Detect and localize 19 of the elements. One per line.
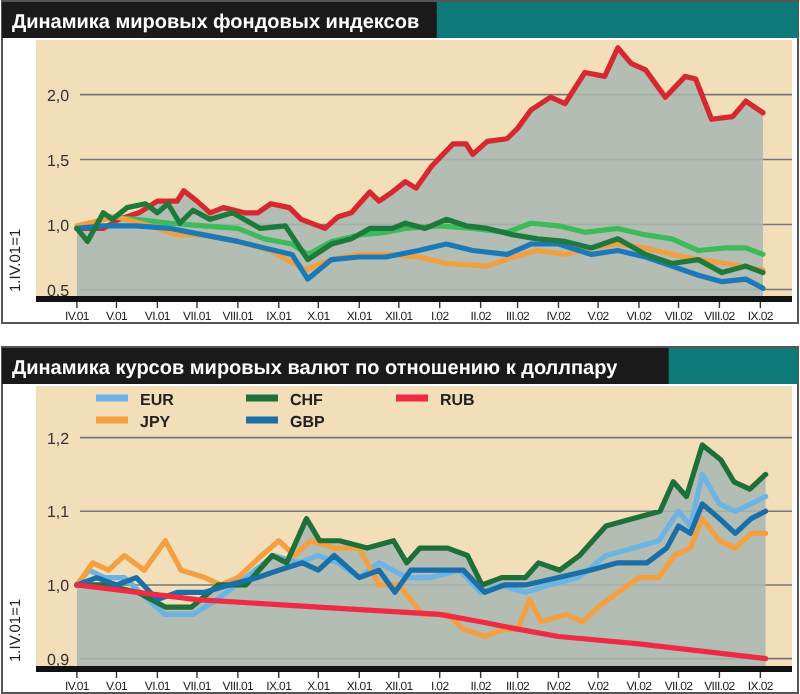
y-tick-label: 1,0 <box>46 576 71 595</box>
legend-label: CHF <box>290 391 324 409</box>
chart-title: Динамика мировых фондовых индексов <box>12 12 420 34</box>
y-tick-label: 1,5 <box>46 151 71 170</box>
y-tick-label: 1,2 <box>46 429 71 448</box>
legend-label: GBP <box>290 413 326 431</box>
y-tick-label: 0,9 <box>46 650 71 669</box>
line-series <box>74 582 769 662</box>
y-tick-label: 1,1 <box>46 503 71 522</box>
y-tick-label: 0,5 <box>46 281 71 300</box>
line-series <box>74 501 769 603</box>
legend-label: RUB <box>440 391 476 409</box>
line-series <box>74 223 766 291</box>
legend-label: JPY <box>140 413 172 431</box>
legend-label: EUR <box>140 391 175 409</box>
y-tick-label: 1,0 <box>46 216 71 235</box>
chart-title: Динамика курсов мировых валют по отношению к доллпару <box>12 358 619 380</box>
y-tick-label: 2,0 <box>46 86 71 105</box>
line-series <box>74 201 766 276</box>
